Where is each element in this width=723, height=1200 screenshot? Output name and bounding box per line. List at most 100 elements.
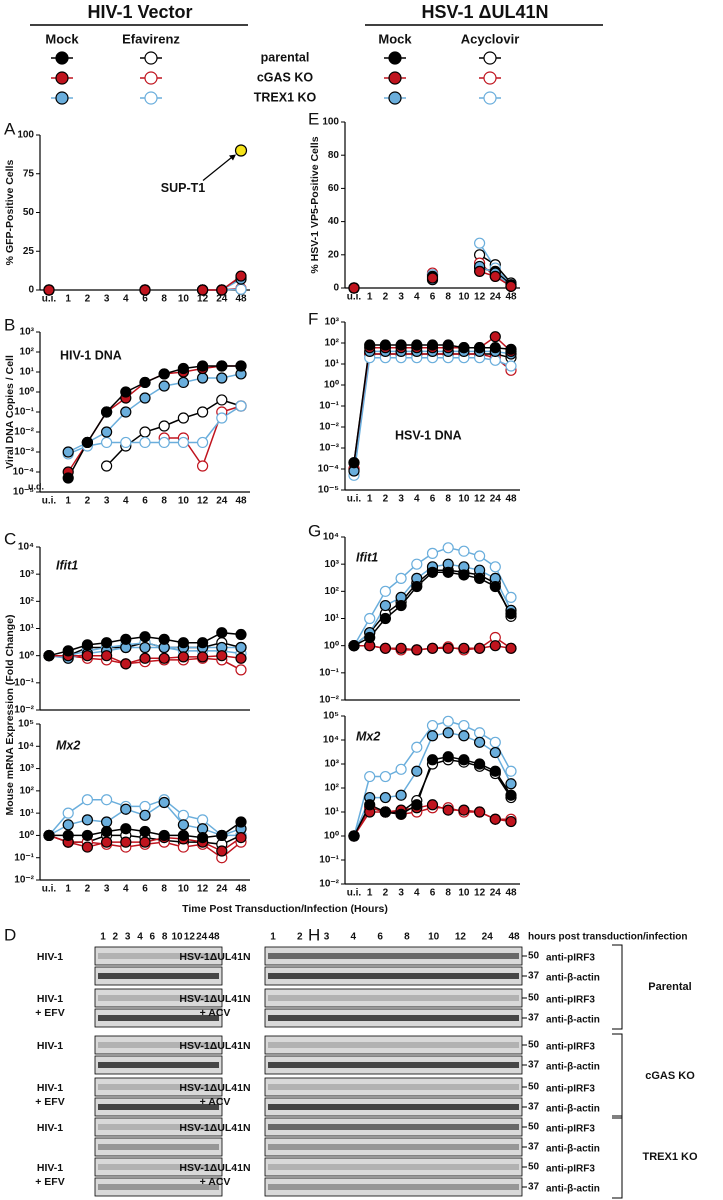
series-line [353, 356, 512, 476]
annotation: HIV-1 DNA [60, 348, 122, 362]
lane-group-label: HSV-1ΔUL41N [179, 1122, 250, 1134]
data-point [364, 612, 376, 625]
data-point [458, 754, 470, 766]
blot-band [98, 1084, 219, 1090]
data-point [120, 658, 132, 670]
series-line [353, 353, 512, 470]
x-tick-label: 24 [490, 888, 502, 899]
lane-group-label: + ACV [200, 1096, 231, 1108]
data-point [379, 612, 391, 625]
x-tick-label: u.i. [42, 884, 57, 895]
lane-label: 2 [113, 932, 119, 943]
y-tick-label: 10¹ [20, 367, 35, 378]
data-point [505, 789, 517, 801]
y-tick-label: 10⁻³ [14, 447, 34, 458]
lane-label: 4 [137, 932, 143, 943]
x-tick-label: 8 [161, 496, 167, 507]
y-tick-label: 10⁻² [319, 879, 339, 890]
data-point [364, 799, 376, 811]
x-tick-label: 1 [65, 884, 71, 895]
y-tick-label: 100 [17, 130, 34, 141]
x-tick-label: 12 [197, 294, 209, 305]
x-tick-label: 4 [414, 494, 420, 505]
annotation: Ifit1 [56, 558, 78, 572]
antibody-label: anti-pIRF3 [546, 1084, 595, 1095]
legend-marker [483, 91, 497, 105]
bracket-label: Parental [648, 981, 691, 993]
annotation: HSV-1 DNA [395, 428, 462, 442]
x-tick-label: 48 [505, 888, 517, 899]
data-point [100, 816, 113, 828]
y-tick-label: 10⁵ [323, 711, 339, 722]
data-point [139, 284, 151, 296]
y-tick-label: 10¹ [20, 623, 35, 634]
legend-treatment: Mock [378, 31, 412, 46]
x-tick-label: 3 [104, 884, 110, 895]
lane-group-label: HIV-1 [37, 1082, 63, 1094]
data-point [474, 806, 486, 818]
x-tick-label: 10 [458, 292, 470, 303]
data-point [216, 650, 228, 662]
x-tick-label: 4 [414, 292, 420, 303]
lane-group-label: HIV-1 [37, 1162, 63, 1174]
x-tick-label: 6 [430, 292, 436, 303]
data-point [158, 829, 170, 842]
blot-band [268, 1015, 519, 1021]
y-tick-label: 10⁻² [319, 695, 339, 706]
data-point [216, 829, 228, 842]
blot-band [98, 1042, 219, 1048]
data-point [62, 645, 74, 657]
x-tick-label: 6 [142, 496, 148, 507]
y-axis-label: % GFP-Positive Cells [4, 160, 16, 266]
x-tick-label: u.i. [347, 494, 362, 505]
data-point [458, 342, 470, 354]
data-point [177, 412, 189, 424]
series-line [67, 365, 241, 473]
x-tick-label: 8 [445, 292, 451, 303]
y-axis-label: Viral DNA Copies / Cell [4, 355, 16, 469]
annotation: Ifit1 [356, 550, 378, 564]
x-tick-label: 2 [85, 496, 91, 507]
data-point [177, 651, 189, 663]
data-point [474, 237, 486, 249]
marker-label: 37 [528, 1142, 540, 1153]
data-point [442, 727, 454, 739]
x-tick-label: 48 [235, 496, 247, 507]
legend-marker [144, 91, 158, 105]
marker-label: 37 [528, 1102, 540, 1113]
data-point [197, 372, 209, 384]
legend-marker [388, 51, 402, 65]
legend-label: TREX1 KO [254, 90, 317, 104]
x-tick-label: 1 [367, 494, 373, 505]
data-point [458, 545, 470, 557]
blot-band [268, 1124, 519, 1130]
data-point [120, 386, 132, 398]
data-point [216, 360, 228, 372]
marker-label: 37 [528, 971, 540, 982]
legend-label: cGAS KO [257, 70, 314, 84]
data-point [197, 831, 209, 844]
lane-group-label: HIV-1 [37, 1122, 63, 1134]
data-point [216, 284, 228, 296]
blot-band [98, 1124, 219, 1130]
data-point [505, 608, 517, 620]
y-tick-label: 10² [325, 783, 340, 794]
data-point [395, 808, 407, 820]
data-point [348, 830, 360, 842]
data-point [100, 825, 113, 838]
y-tick-label: 10⁻⁴ [318, 464, 339, 475]
data-point [139, 809, 151, 821]
data-point [458, 804, 470, 816]
data-point [395, 789, 407, 801]
x-tick-label: 4 [123, 884, 129, 895]
data-point [489, 331, 501, 343]
marker-label: 50 [528, 951, 540, 962]
data-point [474, 727, 486, 739]
blot-band [268, 973, 519, 979]
y-tick-label: 10³ [20, 569, 35, 580]
data-point [81, 829, 94, 842]
data-point [442, 642, 454, 654]
data-point [81, 436, 94, 449]
x-tick-label: 1 [367, 888, 373, 899]
data-point [411, 558, 423, 570]
